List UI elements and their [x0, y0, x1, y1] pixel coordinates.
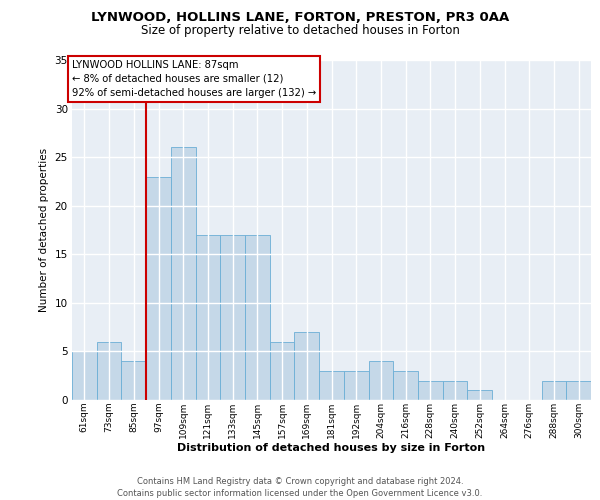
Bar	[443, 380, 467, 400]
Bar	[97, 342, 121, 400]
Bar	[171, 148, 196, 400]
Bar	[566, 380, 591, 400]
Bar	[270, 342, 295, 400]
Bar	[542, 380, 566, 400]
Text: Size of property relative to detached houses in Forton: Size of property relative to detached ho…	[140, 24, 460, 37]
Bar	[467, 390, 492, 400]
Bar	[393, 371, 418, 400]
Bar	[72, 352, 97, 400]
Bar	[418, 380, 443, 400]
Text: Contains HM Land Registry data © Crown copyright and database right 2024.
Contai: Contains HM Land Registry data © Crown c…	[118, 476, 482, 498]
Bar	[295, 332, 319, 400]
Text: LYNWOOD, HOLLINS LANE, FORTON, PRESTON, PR3 0AA: LYNWOOD, HOLLINS LANE, FORTON, PRESTON, …	[91, 11, 509, 24]
Bar	[121, 361, 146, 400]
Bar	[245, 235, 270, 400]
Bar	[344, 371, 368, 400]
X-axis label: Distribution of detached houses by size in Forton: Distribution of detached houses by size …	[178, 444, 485, 454]
Bar	[196, 235, 220, 400]
Bar	[146, 176, 171, 400]
Text: LYNWOOD HOLLINS LANE: 87sqm
← 8% of detached houses are smaller (12)
92% of semi: LYNWOOD HOLLINS LANE: 87sqm ← 8% of deta…	[72, 60, 316, 98]
Bar	[368, 361, 393, 400]
Bar	[220, 235, 245, 400]
Y-axis label: Number of detached properties: Number of detached properties	[39, 148, 49, 312]
Bar	[319, 371, 344, 400]
